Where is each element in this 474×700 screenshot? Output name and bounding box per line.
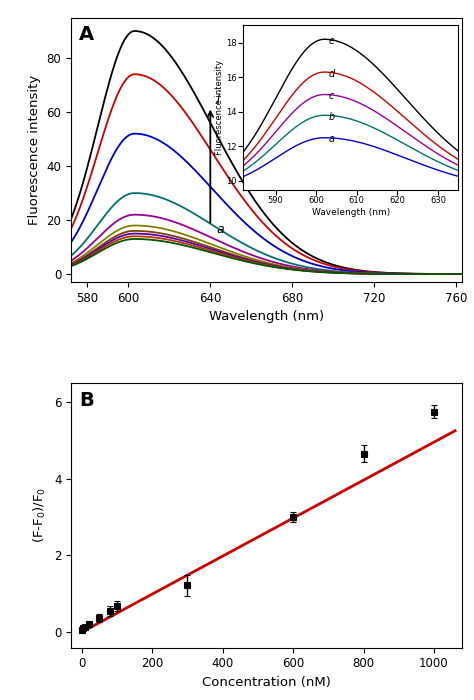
Text: B: B bbox=[79, 391, 94, 409]
Text: A: A bbox=[79, 25, 94, 44]
X-axis label: Wavelength (nm): Wavelength (nm) bbox=[209, 311, 324, 323]
Y-axis label: Fluorescence intensity: Fluorescence intensity bbox=[28, 75, 41, 225]
X-axis label: Concentration (nM): Concentration (nM) bbox=[202, 676, 331, 689]
Y-axis label: (F-F$_0$)/F$_0$: (F-F$_0$)/F$_0$ bbox=[32, 487, 48, 543]
Text: j: j bbox=[217, 91, 220, 104]
Text: a: a bbox=[217, 223, 224, 237]
